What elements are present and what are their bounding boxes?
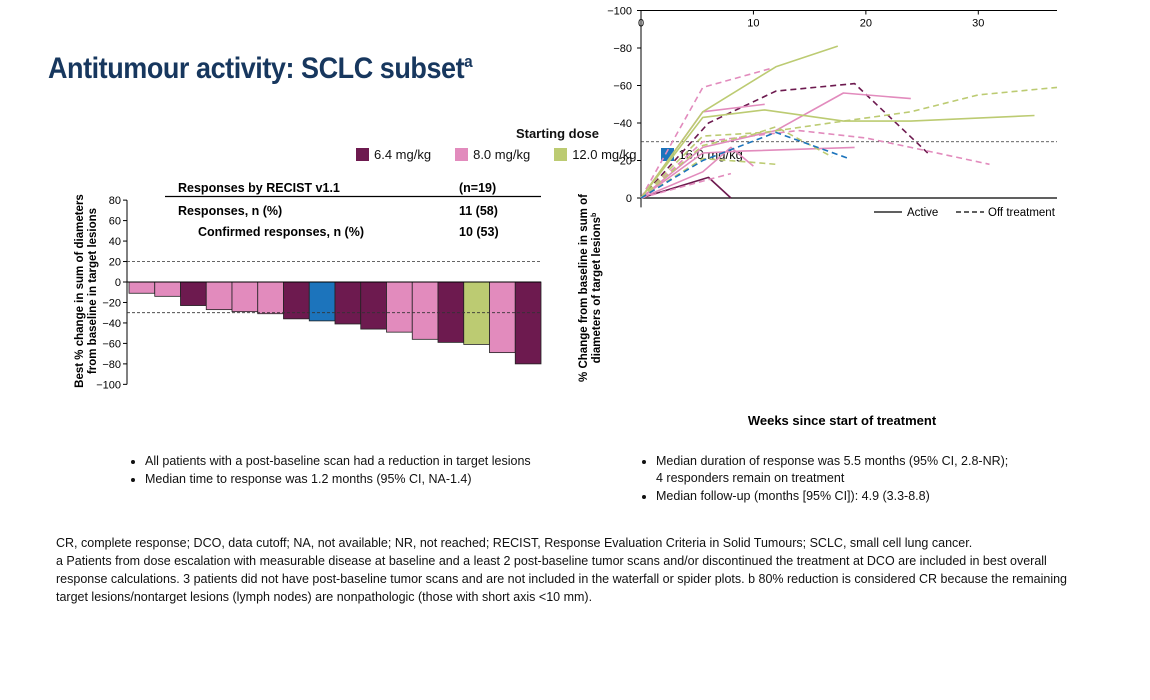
spider-x-tick-label: 0 [638, 18, 644, 30]
waterfall-y-tick-label: 60 [109, 216, 121, 228]
legend-label-6-4: 6.4 mg/kg [374, 147, 432, 162]
waterfall-y-label: Best % change in sum of diametersfrom ba… [74, 194, 99, 388]
spider-series-off-treatment [640, 67, 771, 199]
waterfall-y-tick-label: 40 [109, 236, 121, 248]
spider-x-tick-label: 30 [972, 18, 984, 30]
spider-y-tick-label: 0 [626, 193, 632, 205]
waterfall-y-tick-label: 0 [115, 277, 121, 289]
waterfall-bar [463, 281, 490, 345]
spider-series-off-treatment [640, 157, 776, 199]
waterfall-y-tick-label: −60 [102, 338, 121, 350]
spider-series-off-treatment [640, 129, 990, 199]
waterfall-bar [205, 281, 233, 311]
left-bullet-2: Median time to response was 1.2 months (… [145, 471, 578, 488]
waterfall-y-tick-label: −100 [96, 379, 121, 391]
footnote-abbreviations: CR, complete response; DCO, data cutoff;… [56, 536, 973, 550]
spider-y-label-line2: diameters of target lesions [591, 217, 603, 363]
waterfall-y-tick-label: −20 [102, 297, 121, 309]
waterfall-bar [411, 281, 439, 340]
legend-swatch-8-0 [455, 148, 469, 161]
waterfall-y-label-line1: Best % change in sum of diameters [74, 194, 86, 388]
legend-item-6-4: 6.4 mg/kg [356, 147, 431, 162]
left-bullet-1: All patients with a post-baseline scan h… [145, 453, 578, 470]
legend-label-12-0: 12.0 mg/kg [572, 147, 637, 162]
spider-y-tick-label: −100 [607, 6, 632, 18]
spider-legend-off-label: Off treatment [988, 207, 1056, 219]
spider-series-off-treatment [640, 172, 732, 199]
waterfall-bar [386, 281, 413, 333]
spider-y-label: % Change from baseline in sum ofdiameter… [578, 194, 603, 382]
legend-swatch-12-0 [554, 148, 568, 161]
right-bullet-1: Median duration of response was 5.5 mont… [656, 453, 1069, 487]
spider-series-active [640, 146, 754, 199]
waterfall-bar [514, 281, 542, 365]
waterfall-bar [154, 281, 181, 297]
spider-y-tick-label: −80 [613, 43, 632, 55]
table-header-n: (n=19) [459, 181, 496, 195]
waterfall-bar [437, 281, 465, 343]
waterfall-bar [231, 281, 259, 313]
table-row-value: 11 (58) [459, 204, 498, 218]
waterfall-bar [257, 281, 284, 315]
spider-series-off-treatment [640, 126, 833, 199]
legend-label-8-0: 8.0 mg/kg [473, 147, 531, 162]
spider-series-active [640, 109, 1035, 199]
legend-title: Starting dose [515, 126, 600, 141]
waterfall-bar [489, 281, 516, 354]
footnote-a-b: a Patients from dose escalation with mea… [56, 554, 1068, 604]
legend-swatch-6-4 [356, 148, 369, 161]
waterfall-y-tick-label: 80 [109, 195, 121, 207]
waterfall-y-tick-label: −80 [102, 359, 121, 371]
response-table: Responses by RECIST v1.1 (n=19) Responses,… [165, 181, 541, 239]
spider-series-active [640, 146, 855, 199]
footnotes: CR, complete response; DCO, data cutoff;… [56, 534, 1086, 606]
spider-series-active [640, 45, 839, 199]
spider-series-off-treatment [640, 82, 929, 199]
spider-y-tick-label: −20 [613, 156, 632, 168]
page-title: Antitumour activity: SCLC subseta [48, 52, 473, 86]
spider-y-label-line1: % Change from baseline in sum of [578, 194, 590, 382]
waterfall-bar [334, 281, 362, 325]
waterfall-bar [283, 281, 310, 320]
waterfall-bar [180, 281, 207, 306]
spider-y-tick-label: −40 [613, 118, 632, 130]
legend-item-8-0: 8.0 mg/kg [455, 147, 530, 162]
spider-y-label-sup: b [591, 213, 598, 217]
spider-x-tick-label: 20 [860, 18, 872, 30]
title-text: Antitumour activity: SCLC subset [48, 52, 465, 85]
spider-chart: 0 −20 −40 −60 −80 −100 0 10 20 30 Active Off treatm… [578, 6, 1058, 428]
right-bullet-2: Median follow-up (months [95% CI]): 4.9 … [656, 488, 1069, 505]
right-bullets: Median duration of response was 5.5 mont… [639, 453, 1069, 506]
waterfall-bar [308, 281, 336, 322]
legend-item-12-0: 12.0 mg/kg [554, 147, 637, 162]
table-row-label: Confirmed responses, n (%) [198, 225, 364, 239]
waterfall-bar [128, 281, 156, 294]
spider-x-tick-label: 10 [747, 18, 759, 30]
waterfall-y-label-line2: from baseline in target lesions [87, 208, 99, 374]
spider-series-off-treatment [640, 131, 850, 199]
title-footnote-marker: a [464, 52, 473, 71]
table-row-value: 10 (53) [459, 225, 499, 239]
waterfall-bar [360, 281, 387, 330]
waterfall-y-tick-label: −40 [102, 318, 121, 330]
spider-y-tick-label: −60 [613, 81, 632, 93]
left-bullets: All patients with a post-baseline scan h… [128, 453, 578, 489]
table-row-label: Responses, n (%) [178, 204, 282, 218]
spider-x-label: Weeks since start of treatment [748, 413, 937, 428]
table-header-label: Responses by RECIST v1.1 [178, 181, 340, 195]
spider-legend-active-label: Active [907, 207, 938, 219]
waterfall-y-tick-label: 20 [109, 257, 121, 269]
